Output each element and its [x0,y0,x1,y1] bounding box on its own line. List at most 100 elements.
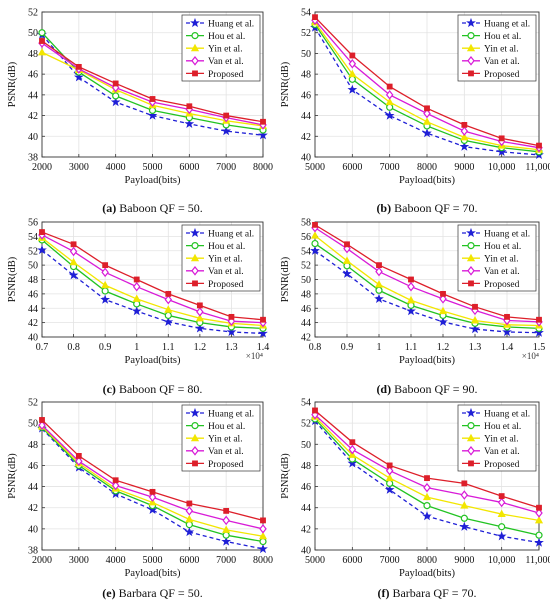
y-tick-label: 46 [301,90,311,101]
y-tick-label: 50 [28,261,38,272]
data-point [470,323,480,334]
legend-marker [466,227,476,238]
data-point [131,306,142,316]
data-point [185,506,194,516]
chart-panel-6: 40 42 44 46 48 50 52 54 5000 6000 7000 8000 9000 10,0… [280,398,550,600]
series-line-1 [41,249,264,335]
legend-marker [468,460,474,467]
caption-label: (e) [102,586,115,600]
x-axis-label: Payload(bits) [125,355,181,366]
data-point [385,97,394,106]
legend-marker [190,227,200,238]
caption-label: (c) [103,382,116,396]
legend-label: Huang et al. [208,409,254,419]
data-point [258,130,268,140]
x-axis-label: Payload(bits) [125,568,181,579]
y-tick-label: 52 [301,419,311,430]
data-point [39,417,45,423]
panel-caption: (d) Baboon QF = 90. [376,382,477,396]
legend-marker [467,242,475,250]
data-point [502,326,512,337]
y-tick-label: 48 [28,49,38,60]
y-axis-label: PSNR(dB) [280,453,291,499]
data-point [498,493,505,499]
y-tick-label: 48 [28,275,38,286]
data-point [424,475,430,482]
x-tick-label: 2000 [32,162,52,173]
legend-label: Hou et al. [484,242,521,252]
data-point [102,262,109,269]
chart-panel-2: 40 42 44 46 48 50 52 54 5000 6000 7000 8000 9000 10,0… [280,8,550,216]
y-tick-label: 54 [301,246,311,257]
legend-label: Van et al. [484,267,520,277]
data-point [385,473,394,482]
data-point [536,142,542,149]
x-tick-label: 0.9 [99,342,112,353]
x-tick-label: 5000 [305,162,325,173]
data-point [312,14,318,21]
legend-label: Huang et al. [208,229,254,239]
data-point [185,514,194,523]
legend-label: Hou et al. [484,422,521,432]
x-tick-label: 1.1 [405,342,418,353]
caption-label: (d) [376,382,391,396]
series-line-3 [41,237,264,327]
legend-label: Van et al. [208,267,244,277]
data-point [111,480,120,491]
data-point [195,313,204,322]
y-tick-label: 44 [28,90,38,101]
legend-label: Yin et al. [484,435,519,445]
data-point [470,316,480,324]
y-tick-label: 42 [301,132,311,143]
data-point [147,110,158,120]
y-tick-label: 52 [28,246,38,257]
data-point [259,537,267,546]
legend-label: Van et al. [484,447,520,457]
data-point [39,38,45,44]
y-tick-label: 40 [28,524,38,535]
x-tick-label: 0.9 [341,342,354,353]
x-tick-label: 3000 [69,555,89,566]
data-point [196,302,203,309]
legend-label: Yin et al. [208,255,243,265]
data-point [348,69,357,78]
x-tick-label: 5000 [305,555,325,566]
data-point [258,543,268,554]
x-tick-label: 8000 [417,555,437,566]
x-tick-label: 5000 [143,162,163,173]
data-point [75,63,82,70]
y-tick-label: 52 [301,28,311,39]
data-point [348,75,356,83]
panel-caption: (f) Barbara QF = 70. [377,586,476,600]
legend-marker [191,56,199,66]
data-point [498,523,506,531]
data-point [347,458,358,468]
legend: Huang et al. Hou et al. Yin et al. Van et a… [457,404,537,472]
data-point [460,501,469,509]
series-line-5 [314,224,540,321]
data-point [408,276,414,283]
y-tick-label: 42 [28,111,38,122]
data-point [459,141,470,151]
legend-label: Hou et al. [208,242,245,252]
legend-label: Huang et al. [208,19,254,29]
legend-label: Proposed [484,460,520,470]
data-point [112,80,119,87]
y-tick-label: 50 [28,419,38,430]
x-tick-label: 6000 [342,555,362,566]
y-tick-label: 40 [28,132,38,143]
data-point [438,306,448,315]
data-point [344,241,350,248]
data-point [222,515,230,526]
data-point [69,257,78,266]
y-tick-label: 38 [28,546,38,557]
data-point [38,420,46,431]
x-tick-label: 8000 [253,555,273,566]
data-point [347,84,358,94]
x-tick-label: 1.2 [194,342,207,353]
legend-marker [192,70,198,77]
data-point [342,256,352,264]
series-line-2 [41,239,264,330]
caption-label: (f) [377,586,389,600]
